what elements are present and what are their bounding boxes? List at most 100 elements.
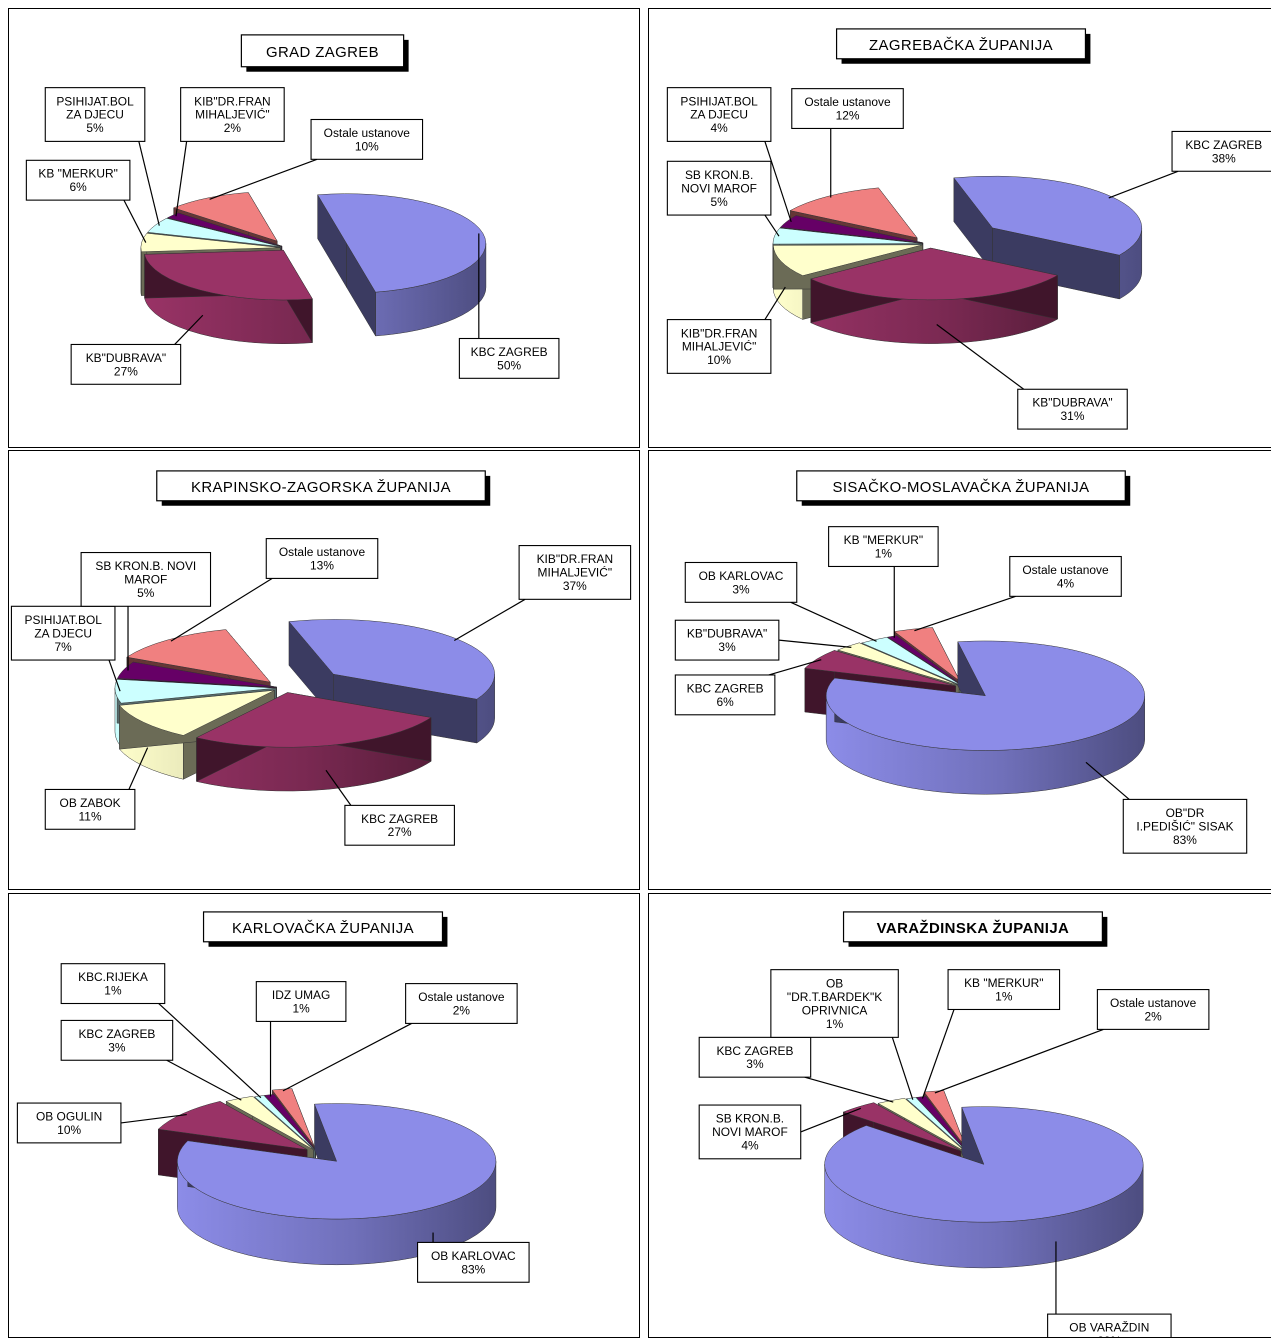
data-label-box <box>684 561 798 603</box>
data-label-name: Ostale ustanove <box>1110 996 1197 1010</box>
data-label-name: Ostale ustanove <box>279 545 366 559</box>
leader-line <box>453 598 526 641</box>
data-label-percent: 7% <box>55 640 73 654</box>
data-label-percent: 83% <box>1173 833 1197 847</box>
leader-line <box>166 1059 242 1101</box>
data-label-box <box>44 788 136 830</box>
pie-slice <box>825 640 1145 795</box>
pie-chart-panel: SISAČKO-MOSLAVAČKA ŽUPANIJA OB"DR I.PEDIŠI… <box>648 450 1271 890</box>
data-label-name: KIB"DR.FRAN <box>194 94 271 108</box>
pie-slice <box>288 619 495 744</box>
leader-line <box>209 158 318 200</box>
leader-line <box>764 214 780 237</box>
leader-line <box>914 595 1016 632</box>
data-label-name: I.PEDIŠIĆ" SISAK <box>1136 819 1233 834</box>
data-label-percent: 4% <box>710 121 728 135</box>
data-label-box <box>405 983 518 1024</box>
data-label-box <box>10 605 116 661</box>
data-label-percent: 2% <box>224 121 242 135</box>
data-label-percent: 5% <box>710 195 728 209</box>
data-label-name: KB "MERKUR" <box>38 167 117 181</box>
chart-title-box <box>156 470 486 502</box>
data-label-box <box>770 969 899 1038</box>
data-label-box <box>1009 555 1122 597</box>
leader-line <box>158 1003 262 1099</box>
data-label-percent: 6% <box>69 180 87 194</box>
leader-line <box>325 769 352 806</box>
data-label-percent: 3% <box>108 1040 126 1054</box>
data-label-percent: 1% <box>995 990 1013 1004</box>
data-label-box <box>16 1102 122 1144</box>
data-label-name: KBC.RIJEKA <box>78 970 148 984</box>
pie-chart-panel: VARAŽDINSKA ŽUPANIJA OB VARAŽDIN89% SB KRO… <box>648 893 1271 1338</box>
leader-line <box>1085 761 1130 800</box>
data-label-percent: 37% <box>563 579 587 593</box>
chart-title: KARLOVAČKA ŽUPANIJA <box>232 920 414 937</box>
chart-title-box <box>835 28 1087 60</box>
pie-chart-panel: KRAPINSKO-ZAGORSKA ŽUPANIJA KIB"DR.FRAN MI… <box>8 450 640 890</box>
data-label-name: KBC ZAGREB <box>78 1027 155 1041</box>
chart-title-box <box>842 911 1103 943</box>
data-label-box <box>44 87 146 142</box>
data-label-name: ZA DJECU <box>66 108 124 122</box>
leader-line <box>128 747 149 790</box>
data-label-name: KBC ZAGREB <box>361 812 438 826</box>
data-label-name: KIB"DR.FRAN <box>537 552 614 566</box>
data-label-name: OB KARLOVAC <box>431 1249 516 1263</box>
data-label-box <box>70 343 182 385</box>
leader-line <box>123 199 147 243</box>
data-label-box <box>1096 989 1210 1030</box>
data-label-box <box>25 159 131 201</box>
data-label-percent: 3% <box>718 640 736 654</box>
data-label-percent: 83% <box>461 1262 485 1276</box>
pie-chart: KRAPINSKO-ZAGORSKA ŽUPANIJA KIB"DR.FRANMI… <box>10 470 632 846</box>
data-label-name: KBC ZAGREB <box>687 681 764 695</box>
pie-slice <box>317 193 487 337</box>
data-label-name: OPRIVNICA <box>802 1003 868 1017</box>
leader-line <box>764 286 786 320</box>
data-label-name: "DR.T.BARDEK"K <box>787 990 882 1004</box>
data-label-box <box>1122 798 1248 854</box>
data-label-name: MIHALJEVIĆ" <box>682 339 757 354</box>
leader-line <box>175 141 188 217</box>
leader-line <box>804 1076 894 1103</box>
pie-slice <box>953 175 1143 300</box>
data-label-name: KBC ZAGREB <box>716 1044 793 1058</box>
data-label-name: MIHALJEVIĆ" <box>195 107 270 122</box>
data-label-percent: 31% <box>1061 409 1085 423</box>
data-label-name: NOVI MAROF <box>681 181 757 195</box>
data-label-name: SB KRON.B. <box>716 1112 784 1126</box>
data-label-box <box>666 87 772 142</box>
data-label-box <box>1171 130 1271 172</box>
data-label-percent: 13% <box>310 558 334 572</box>
data-label-percent: 6% <box>716 695 734 709</box>
data-label-percent: 2% <box>453 1003 471 1017</box>
data-label-name: KBC ZAGREB <box>1185 138 1262 152</box>
data-label-name: OB ZABOK <box>60 796 121 810</box>
pie-slice <box>810 247 1059 344</box>
data-label-percent: 38% <box>1212 151 1236 165</box>
data-label-percent: 27% <box>114 364 138 378</box>
pie-chart: SISAČKO-MOSLAVAČKA ŽUPANIJA OB"DRI.PEDIŠI… <box>674 470 1248 854</box>
data-label-percent: 5% <box>86 121 104 135</box>
data-label-percent: 10% <box>707 353 731 367</box>
chart-title-box <box>240 34 405 68</box>
leader-line <box>800 1107 862 1133</box>
data-label-box <box>458 337 560 379</box>
data-label-name: KIB"DR.FRAN <box>681 326 758 340</box>
data-label-name: Ostale ustanove <box>324 126 411 140</box>
data-label-box <box>698 1104 802 1160</box>
data-label-name: NOVI MAROF <box>712 1125 788 1139</box>
data-label-box <box>666 160 772 216</box>
data-label-percent: 27% <box>388 825 412 839</box>
data-label-percent: 10% <box>57 1123 81 1137</box>
data-label-box <box>828 526 939 568</box>
data-label-percent: 10% <box>355 139 379 153</box>
data-label-name: SB KRON.B. <box>685 168 753 182</box>
data-label-percent: 11% <box>79 809 102 823</box>
data-label-name: KB"DUBRAVA" <box>86 351 166 365</box>
leader-line <box>174 314 204 345</box>
